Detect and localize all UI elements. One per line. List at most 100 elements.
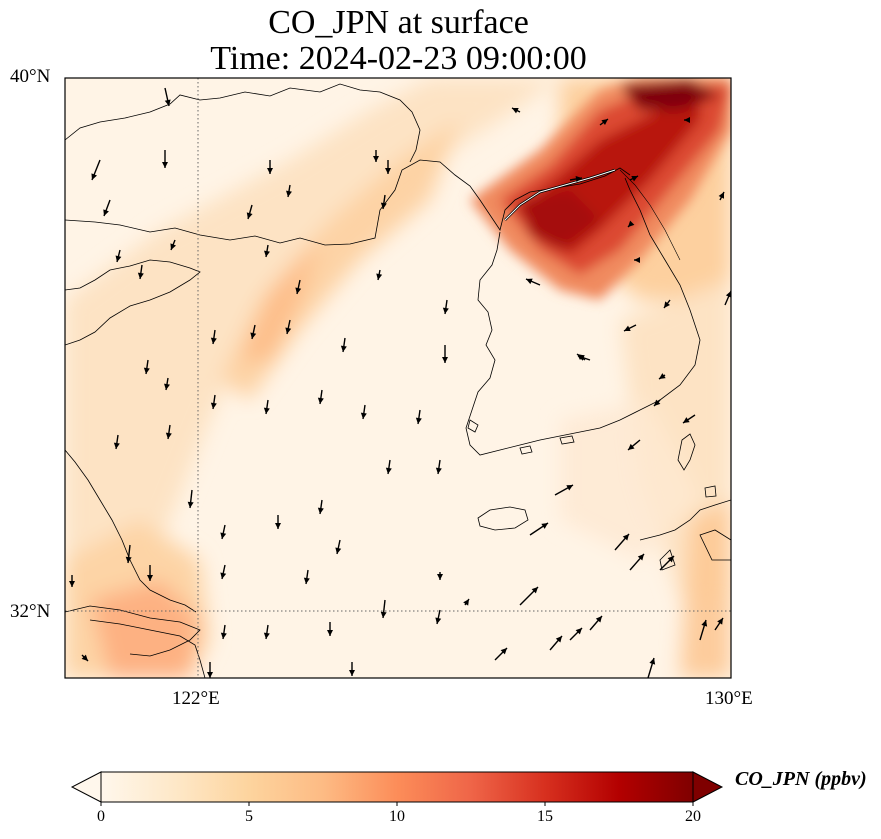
wind-arrow-head xyxy=(286,190,292,197)
wind-arrow-head xyxy=(113,442,120,449)
wind-arrow-head xyxy=(725,291,731,298)
wind-arrow-head xyxy=(526,278,533,285)
map-title-line2: Time: 2024-02-23 09:00:00 xyxy=(210,40,587,77)
wind-arrow-head xyxy=(442,307,449,314)
map-frame xyxy=(64,77,732,679)
wind-arrow-head xyxy=(267,168,273,174)
wind-arrow-head xyxy=(220,572,227,579)
wind-arrow-head xyxy=(637,554,644,561)
coastlines xyxy=(65,83,731,678)
wind-arrow-head xyxy=(275,523,281,529)
wind-arrow-head xyxy=(210,402,217,409)
wind-arrow-head xyxy=(164,99,171,106)
wind-arrow-head xyxy=(634,257,640,263)
colorbar-gradient xyxy=(101,772,693,802)
wind-arrow-head xyxy=(246,212,253,219)
wind-arrow-head xyxy=(125,556,132,563)
wind-arrow-head xyxy=(718,192,724,199)
wind-arrow-head xyxy=(165,432,172,439)
wind-arrow-head xyxy=(531,587,538,594)
colorbar-extend-high xyxy=(692,771,724,803)
wind-arrow-head xyxy=(210,337,217,344)
map-title-line1: CO_JPN at surface xyxy=(268,4,529,41)
lon-label-130e: 130°E xyxy=(705,688,753,709)
wind-arrow-head xyxy=(654,399,661,406)
wind-arrow-head xyxy=(683,417,690,423)
wind-arrow-head xyxy=(207,672,213,678)
wind-arrow-head xyxy=(137,272,144,279)
lon-label-122e: 122°E xyxy=(172,688,220,709)
wind-arrow-head xyxy=(380,611,387,618)
wind-arrow-head xyxy=(463,599,469,606)
wind-arrow-head xyxy=(415,417,422,424)
wind-arrow-head xyxy=(162,162,168,168)
wind-arrow-head xyxy=(91,173,98,180)
wind-arrow-head xyxy=(250,332,257,339)
wind-arrow-head xyxy=(555,636,562,643)
wind-arrow-head xyxy=(659,373,666,379)
concentration-field xyxy=(65,78,731,678)
wind-arrow-head xyxy=(103,209,109,216)
wind-arrow-head xyxy=(701,620,708,627)
wind-vectors xyxy=(69,87,731,678)
wind-arrow-head xyxy=(595,616,602,623)
wind-arrow-head xyxy=(577,354,584,360)
wind-arrow-head xyxy=(628,220,635,227)
wind-arrow-head xyxy=(264,250,270,257)
wind-arrow-head xyxy=(437,574,443,580)
wind-arrow-head xyxy=(187,501,194,508)
wind-arrow-head xyxy=(435,617,442,624)
wind-arrow-head xyxy=(295,287,302,294)
wind-arrow-head xyxy=(263,632,270,639)
colorbar-tick-10: 10 xyxy=(389,808,405,825)
wind-arrow-head xyxy=(335,547,342,554)
wind-arrow-head xyxy=(624,325,631,331)
wind-arrow-head xyxy=(575,628,582,635)
wind-arrow-head xyxy=(385,168,391,174)
wind-arrow-head xyxy=(69,581,75,587)
wind-arrow-head xyxy=(717,618,723,625)
wind-arrow-head xyxy=(317,507,324,514)
wind-arrow-head xyxy=(667,556,674,563)
wind-arrow-head xyxy=(164,383,170,390)
colorbar-tick-20: 20 xyxy=(685,808,701,825)
wind-arrow-head xyxy=(435,467,442,474)
wind-arrow-head xyxy=(303,577,310,584)
wind-arrow-head xyxy=(170,243,177,250)
wind-arrow-head xyxy=(541,523,548,529)
colorbar-extend-low xyxy=(70,771,102,803)
wind-arrow-head xyxy=(220,632,227,639)
wind-arrow-head xyxy=(684,117,690,123)
wind-arrow-head xyxy=(442,357,448,363)
wind-arrow-head xyxy=(115,255,122,262)
colorbar-tick-5: 5 xyxy=(245,808,253,825)
wind-arrow-head xyxy=(631,176,638,182)
wind-arrow-head xyxy=(601,119,608,125)
lat-label-32n: 32°N xyxy=(10,601,51,622)
wind-arrow-head xyxy=(664,301,670,308)
wind-arrow-head xyxy=(566,485,573,491)
wind-arrow-head xyxy=(340,345,347,352)
wind-arrow-head xyxy=(649,658,656,665)
wind-arrow-head xyxy=(622,534,629,541)
wind-arrow-head xyxy=(380,202,387,209)
gridlines xyxy=(65,78,731,678)
wind-arrow-head xyxy=(500,648,507,655)
colorbar-tick-15: 15 xyxy=(537,808,553,825)
wind-arrow-head xyxy=(360,412,367,419)
wind-arrow-head xyxy=(376,273,383,280)
colorbar-label: CO_JPN (ppbv) xyxy=(735,768,867,790)
wind-arrow-head xyxy=(349,670,355,676)
wind-arrow-head xyxy=(263,407,270,414)
wind-arrow-head xyxy=(575,176,582,182)
wind-arrow-head xyxy=(317,397,324,404)
wind-arrow-head xyxy=(385,467,392,474)
wind-arrow-head xyxy=(373,156,379,162)
wind-arrow-head xyxy=(628,443,635,450)
lat-label-40n: 40°N xyxy=(10,66,51,87)
wind-arrow-head xyxy=(220,532,227,539)
wind-arrow-head xyxy=(285,327,292,334)
colorbar-tick-0: 0 xyxy=(97,808,105,825)
colorbar xyxy=(70,771,724,806)
